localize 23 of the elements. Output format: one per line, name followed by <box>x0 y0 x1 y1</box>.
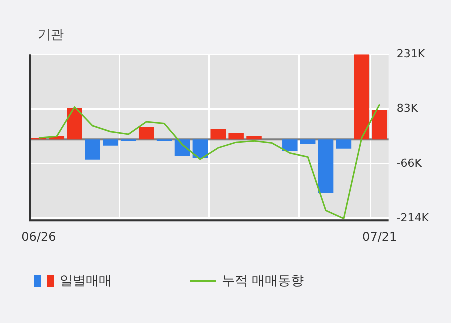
legend-label: 일별매매 <box>60 273 112 290</box>
legend-label: 누적 매매동향 <box>222 273 304 290</box>
bar <box>228 133 244 140</box>
x-tick-label: 07/21 <box>362 230 398 244</box>
bar <box>85 140 100 160</box>
bar <box>192 140 208 158</box>
bar <box>300 140 316 144</box>
x-tick-label: 06/26 <box>22 230 56 244</box>
bar <box>67 108 82 140</box>
bar <box>246 136 262 140</box>
bar <box>210 128 226 140</box>
bar <box>103 140 118 146</box>
bar <box>336 140 352 149</box>
chart-title: 기관 <box>38 27 64 44</box>
bar <box>282 140 298 152</box>
y-tick-label: -214K <box>396 211 430 224</box>
y-tick-label: 231K <box>396 47 426 60</box>
bar <box>354 54 370 140</box>
bar <box>372 110 388 140</box>
y-tick-label: -66K <box>396 156 423 170</box>
y-tick-label: 83K <box>396 102 419 115</box>
bar <box>318 140 334 193</box>
bar <box>138 127 154 140</box>
